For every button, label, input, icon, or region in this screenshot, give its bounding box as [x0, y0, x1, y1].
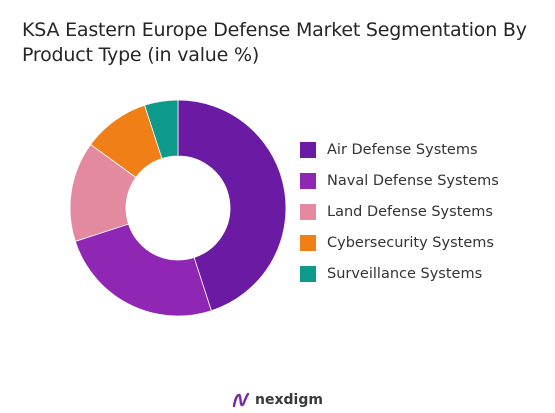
donut-slice-naval-defense-systems — [74, 223, 212, 317]
nexdigm-logo-icon — [232, 392, 250, 408]
legend-label: Surveillance Systems — [327, 265, 483, 282]
legend-item: Land Defense Systems — [300, 196, 499, 227]
brand-name: nexdigm — [255, 392, 323, 408]
legend-swatch — [300, 141, 316, 158]
brand-footer: nexdigm — [0, 392, 555, 408]
legend-swatch — [300, 172, 316, 189]
donut-slice-air-defense-systems — [177, 99, 287, 312]
legend-item: Air Defense Systems — [300, 134, 499, 165]
legend-label: Naval Defense Systems — [327, 172, 499, 189]
legend-item: Surveillance Systems — [300, 258, 499, 289]
legend-swatch — [300, 234, 316, 251]
legend-swatch — [300, 203, 316, 220]
legend-label: Cybersecurity Systems — [327, 234, 494, 251]
legend-item: Cybersecurity Systems — [300, 227, 499, 258]
legend-label: Land Defense Systems — [327, 203, 493, 220]
donut-slice-surveillance-systems — [144, 99, 179, 160]
chart-legend: Air Defense Systems Naval Defense Systems… — [300, 134, 499, 289]
chart-title: KSA Eastern Europe Defense Market Segmen… — [22, 19, 527, 66]
legend-item: Naval Defense Systems — [300, 165, 499, 196]
legend-swatch — [300, 265, 316, 282]
legend-label: Air Defense Systems — [327, 141, 478, 158]
